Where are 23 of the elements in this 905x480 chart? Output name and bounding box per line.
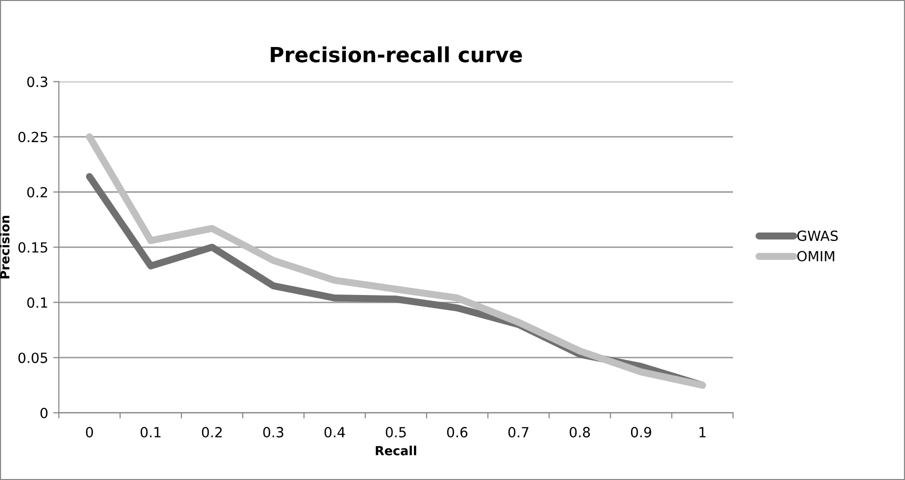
y-tick-label: 0	[40, 408, 48, 418]
x-tick-label: 0.3	[263, 426, 284, 438]
x-tick-label: 0.5	[386, 426, 406, 438]
y-tick-label: 0.15	[18, 242, 48, 253]
y-tick-label: 0.05	[18, 352, 48, 364]
x-tick-label: 0.8	[570, 426, 590, 438]
x-tick-label: 0.4	[324, 426, 345, 438]
chart-title: Precision-recall curve	[270, 46, 522, 62]
x-axis-title: Recall	[376, 446, 416, 456]
x-tick-label: 0.7	[508, 426, 528, 438]
x-tick-label: 0.1	[140, 426, 161, 438]
x-tick-label: 0	[86, 426, 93, 438]
y-tick-label: 0.25	[18, 132, 48, 142]
x-tick-label: 0.2	[202, 426, 222, 438]
y-tick-label: 0.1	[27, 297, 48, 308]
y-axis-title: Precision	[0, 216, 10, 278]
y-tick-label: 0.3	[27, 76, 48, 88]
x-tick-label: 1	[700, 427, 706, 438]
y-tick-label: 0.2	[27, 186, 48, 198]
legend-label: GWAS	[797, 230, 838, 242]
x-tick-label: 0.6	[447, 426, 468, 438]
legend-label: OMIM	[797, 250, 834, 262]
x-tick-label: 0.9	[630, 426, 652, 438]
